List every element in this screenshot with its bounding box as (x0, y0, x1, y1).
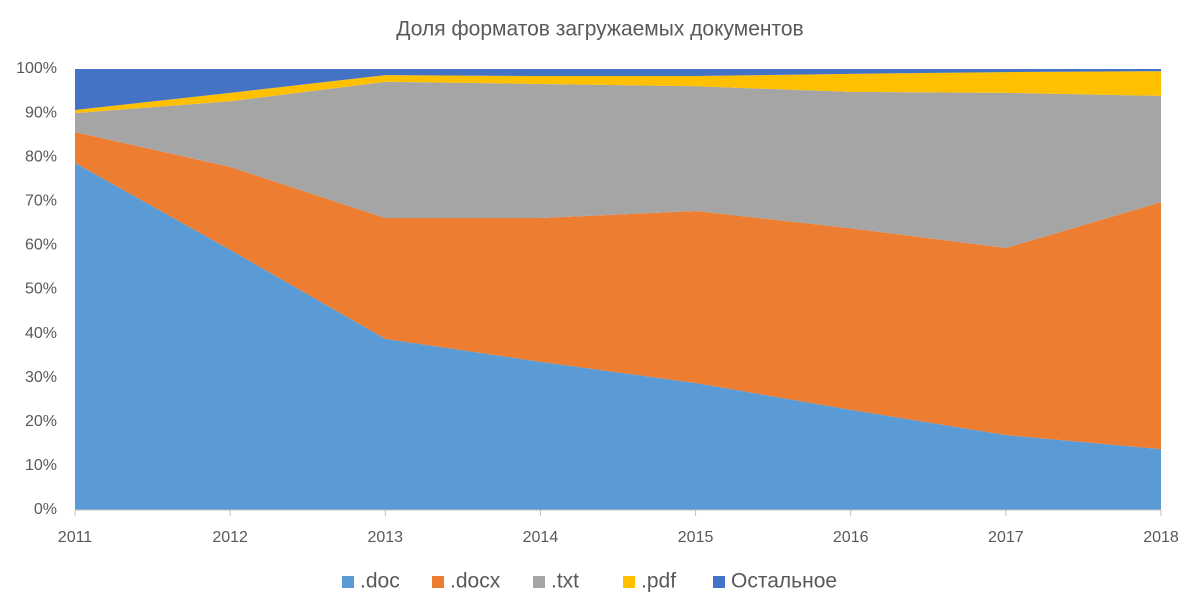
legend-swatch (623, 576, 635, 588)
legend-label: Остальное (731, 570, 837, 593)
legend-label: .txt (551, 570, 579, 593)
y-tick-label: 0% (34, 501, 57, 518)
x-tick-label: 2016 (833, 529, 869, 546)
area (75, 162, 1161, 511)
area (75, 71, 1161, 114)
legend-swatch (432, 576, 444, 588)
y-tick-label: 30% (25, 369, 57, 386)
x-tick-label: 2012 (212, 529, 248, 546)
legend-label: .pdf (641, 570, 676, 593)
area (75, 69, 1161, 111)
legend-swatch (713, 576, 725, 588)
y-tick-label: 90% (25, 104, 57, 121)
x-tick-label: 2013 (367, 529, 403, 546)
x-tick-label: 2014 (523, 529, 559, 546)
y-tick-label: 80% (25, 148, 57, 165)
y-tick-label: 60% (25, 237, 57, 254)
area (75, 132, 1161, 450)
legend-swatch (533, 576, 545, 588)
legend-label: .docx (450, 570, 501, 593)
y-tick-label: 40% (25, 325, 57, 342)
legend-label: .doc (360, 570, 400, 593)
area (75, 81, 1161, 249)
x-tick-label: 2018 (1143, 529, 1179, 546)
y-tick-label: 20% (25, 413, 57, 430)
x-tick-label: 2011 (58, 529, 93, 546)
y-tick-label: 100% (16, 60, 57, 77)
chart-title: Доля форматов загружаемых документов (396, 18, 803, 41)
y-tick-label: 70% (25, 193, 57, 210)
y-tick-label: 50% (25, 281, 57, 298)
x-tick-label: 2017 (988, 529, 1024, 546)
legend-swatch (342, 576, 354, 588)
y-tick-label: 10% (25, 457, 57, 474)
x-tick-label: 2015 (678, 529, 714, 546)
